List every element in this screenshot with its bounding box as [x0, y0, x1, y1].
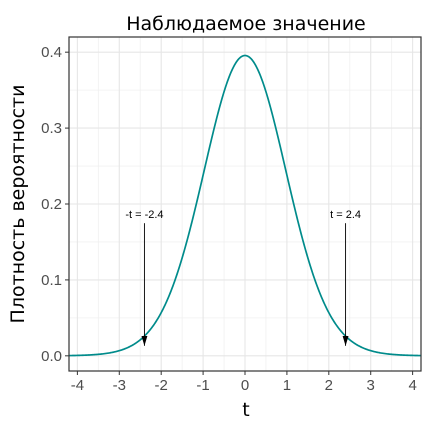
- annotations: -t = -2.4 t = 2.4: [125, 209, 361, 346]
- x-tick-label: 0: [241, 377, 249, 394]
- x-tick-label: 3: [367, 377, 375, 394]
- series-group: [68, 54, 422, 357]
- x-axis: -4 -3 -2 -1 0 1 2 3 4: [71, 371, 417, 394]
- y-tick-label: 0.3: [41, 120, 62, 137]
- x-tick-label: 1: [283, 377, 291, 394]
- annotation-label: t = 2.4: [330, 209, 361, 221]
- x-axis-title: t: [242, 399, 249, 421]
- x-tick-label: 4: [408, 377, 416, 394]
- y-axis-title: Плотность вероятности: [7, 85, 29, 324]
- y-axis: 0.0 0.1 0.2 0.3 0.4: [41, 44, 69, 365]
- y-tick-label: 0.2: [41, 196, 62, 213]
- grid: [69, 37, 421, 371]
- x-tick-label: -1: [196, 377, 209, 394]
- y-tick-label: 0.1: [41, 272, 62, 289]
- density-curve: [68, 54, 422, 357]
- x-tick-label: -3: [113, 377, 126, 394]
- y-tick-label: 0.0: [41, 348, 62, 365]
- x-tick-label: -4: [71, 377, 84, 394]
- x-tick-label: -2: [155, 377, 168, 394]
- x-tick-label: 2: [325, 377, 333, 394]
- chart-title: Наблюдаемое значение: [126, 13, 366, 35]
- y-tick-label: 0.4: [41, 44, 62, 61]
- annotation-label: -t = -2.4: [125, 209, 163, 221]
